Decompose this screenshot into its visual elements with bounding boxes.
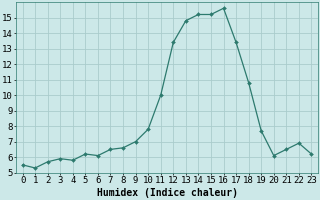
X-axis label: Humidex (Indice chaleur): Humidex (Indice chaleur): [97, 188, 237, 198]
